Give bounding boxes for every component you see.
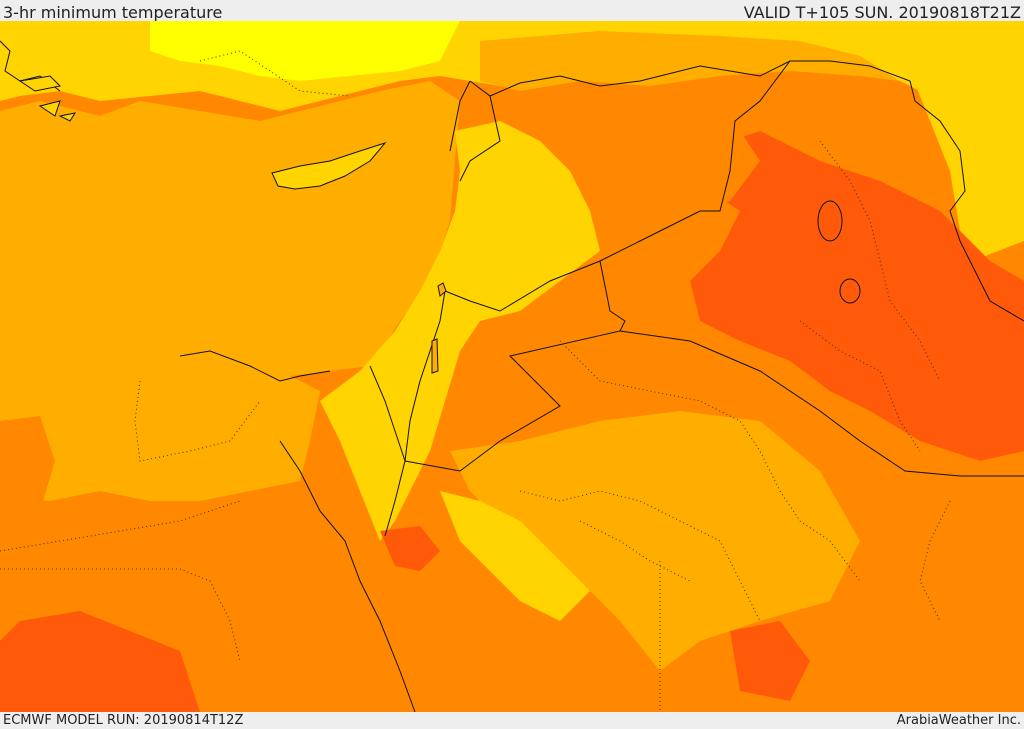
egypt-hot-patch — [0, 416, 55, 521]
south-saudi-hot — [730, 621, 810, 701]
syria-hot-patch — [600, 101, 760, 211]
dead-sea — [431, 338, 439, 374]
credit-label: ArabiaWeather Inc. — [896, 713, 1021, 728]
red-sea-patch — [380, 526, 440, 571]
footer-bar: ECMWF MODEL RUN: 20190814T12Z ArabiaWeat… — [0, 712, 1024, 729]
turkey-east-warm — [480, 31, 900, 91]
lake-tharthar — [817, 200, 843, 242]
map-title: 3-hr minimum temperature — [3, 3, 223, 22]
sudan-hot-patch — [0, 611, 200, 712]
aegean-islands — [18, 75, 77, 122]
model-run-label: ECMWF MODEL RUN: 20190814T12Z — [3, 713, 244, 728]
egypt-sea-band — [0, 361, 320, 501]
valid-time: VALID T+105 SUN. 20190818T21Z — [743, 3, 1021, 22]
cyprus-island — [271, 142, 387, 190]
sea-of-galilee — [437, 282, 447, 297]
turkey-coldest-zone — [150, 21, 460, 81]
province-boundaries — [0, 50, 951, 712]
mediterranean-sea — [0, 81, 460, 376]
temperature-map[interactable] — [0, 21, 1024, 712]
lake-razzaza — [839, 278, 861, 304]
header-bar: 3-hr minimum temperature VALID T+105 SUN… — [0, 0, 1024, 22]
levant-warm-inner — [470, 151, 570, 301]
saudi-mild-band — [440, 491, 590, 621]
saudi-interior — [450, 411, 860, 671]
turkey-east-cool — [900, 21, 1024, 256]
